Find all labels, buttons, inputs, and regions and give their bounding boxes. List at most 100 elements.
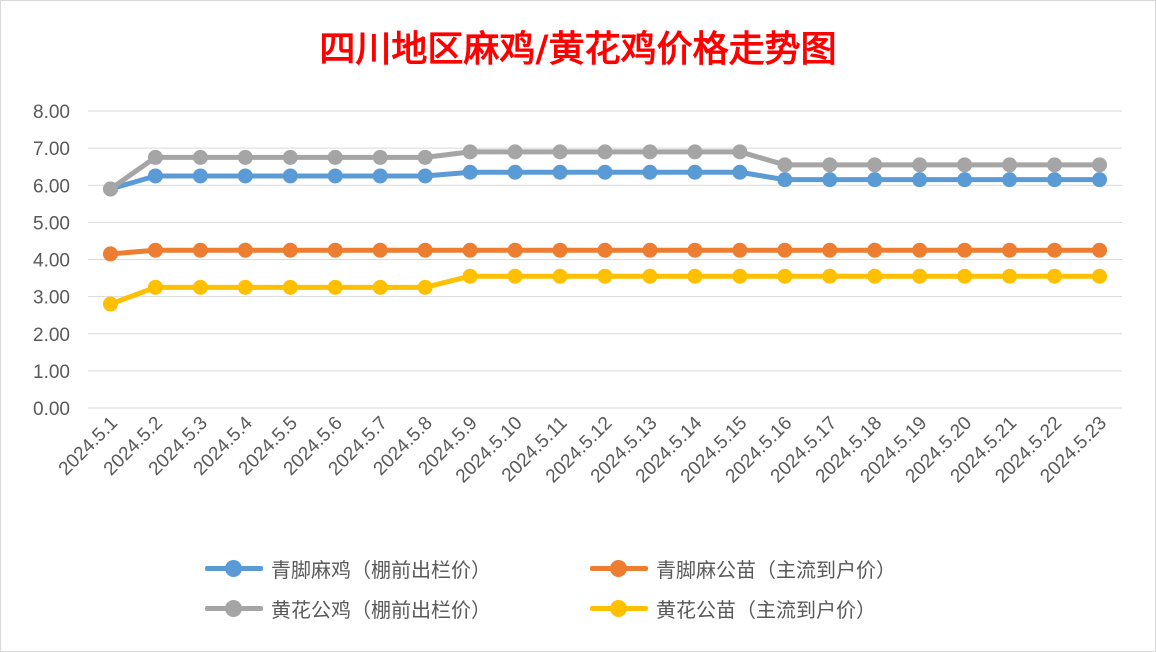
- data-point: [642, 164, 658, 180]
- data-point: [237, 279, 253, 295]
- data-point: [102, 246, 118, 262]
- data-point: [507, 164, 523, 180]
- data-point: [912, 242, 928, 258]
- data-point: [912, 268, 928, 284]
- data-point: [237, 168, 253, 184]
- data-point: [417, 279, 433, 295]
- data-point: [417, 168, 433, 184]
- data-point: [552, 164, 568, 180]
- data-point: [597, 164, 613, 180]
- legend-swatch-series-3: [205, 597, 263, 621]
- data-point: [597, 144, 613, 160]
- data-point: [732, 164, 748, 180]
- data-point: [192, 149, 208, 165]
- data-point: [822, 172, 838, 188]
- data-point: [822, 157, 838, 173]
- legend-label-series-3: 黄花公鸡（棚前出栏价）: [271, 598, 491, 622]
- legend-item-series-3: 黄花公鸡（棚前出栏价）: [205, 594, 491, 623]
- data-point: [912, 172, 928, 188]
- data-point: [642, 242, 658, 258]
- data-point: [1092, 157, 1108, 173]
- data-point: [372, 149, 388, 165]
- data-point: [1092, 268, 1108, 284]
- data-point: [867, 268, 883, 284]
- data-point: [507, 268, 523, 284]
- data-point: [282, 279, 298, 295]
- data-point: [552, 242, 568, 258]
- legend-item-series-4: 黄花公苗（主流到户价）: [590, 594, 876, 623]
- data-point: [867, 157, 883, 173]
- data-point: [282, 149, 298, 165]
- data-point: [1092, 242, 1108, 258]
- data-point: [507, 242, 523, 258]
- data-point: [867, 172, 883, 188]
- data-point: [822, 268, 838, 284]
- data-point: [957, 157, 973, 173]
- data-point: [597, 268, 613, 284]
- data-point: [327, 149, 343, 165]
- legend-label-series-2: 青脚麻公苗（主流到户价）: [656, 558, 896, 582]
- data-point: [237, 149, 253, 165]
- data-point: [372, 168, 388, 184]
- data-point: [147, 242, 163, 258]
- data-point: [327, 168, 343, 184]
- data-point: [1002, 268, 1018, 284]
- data-point: [777, 242, 793, 258]
- data-point: [642, 144, 658, 160]
- y-tick-label: 2.00: [33, 325, 70, 346]
- data-point: [147, 168, 163, 184]
- data-point: [372, 279, 388, 295]
- y-tick-label: 1.00: [33, 362, 70, 383]
- data-point: [192, 168, 208, 184]
- data-point: [867, 242, 883, 258]
- legend-swatch-series-1: [205, 557, 263, 581]
- data-point: [732, 144, 748, 160]
- data-point: [147, 279, 163, 295]
- legend-item-series-2: 青脚麻公苗（主流到户价）: [590, 554, 896, 583]
- y-tick-label: 3.00: [33, 288, 70, 309]
- data-point: [1002, 242, 1018, 258]
- data-point: [102, 296, 118, 312]
- data-point: [687, 268, 703, 284]
- data-point: [327, 242, 343, 258]
- y-tick-label: 7.00: [33, 139, 70, 160]
- legend-item-series-1: 青脚麻鸡（棚前出栏价）: [205, 554, 491, 583]
- data-point: [102, 181, 118, 197]
- y-tick-label: 6.00: [33, 176, 70, 197]
- data-point: [957, 268, 973, 284]
- data-point: [1002, 157, 1018, 173]
- data-point: [552, 268, 568, 284]
- chart-title: 四川地区麻鸡/黄花鸡价格走势图: [319, 28, 837, 70]
- data-point: [192, 279, 208, 295]
- legend-swatch-series-2: [590, 557, 648, 581]
- data-point: [417, 242, 433, 258]
- data-point: [822, 242, 838, 258]
- data-point: [1047, 268, 1063, 284]
- data-point: [462, 164, 478, 180]
- y-tick-label: 0.00: [33, 399, 70, 420]
- data-point: [1092, 172, 1108, 188]
- data-point: [687, 242, 703, 258]
- data-point: [507, 144, 523, 160]
- data-point: [237, 242, 253, 258]
- data-point: [1047, 242, 1063, 258]
- data-point: [462, 144, 478, 160]
- data-point: [597, 242, 613, 258]
- data-point: [192, 242, 208, 258]
- data-point: [147, 149, 163, 165]
- data-point: [462, 242, 478, 258]
- data-point: [732, 268, 748, 284]
- data-point: [1047, 172, 1063, 188]
- data-point: [777, 268, 793, 284]
- legend-label-series-4: 黄花公苗（主流到户价）: [656, 598, 876, 622]
- data-point: [327, 279, 343, 295]
- data-point: [462, 268, 478, 284]
- data-point: [912, 157, 928, 173]
- y-tick-label: 8.00: [33, 102, 70, 123]
- data-point: [957, 242, 973, 258]
- data-point: [957, 172, 973, 188]
- data-point: [642, 268, 658, 284]
- legend-label-series-1: 青脚麻鸡（棚前出栏价）: [271, 558, 491, 582]
- y-tick-label: 4.00: [33, 251, 70, 272]
- legend-swatch-series-4: [590, 597, 648, 621]
